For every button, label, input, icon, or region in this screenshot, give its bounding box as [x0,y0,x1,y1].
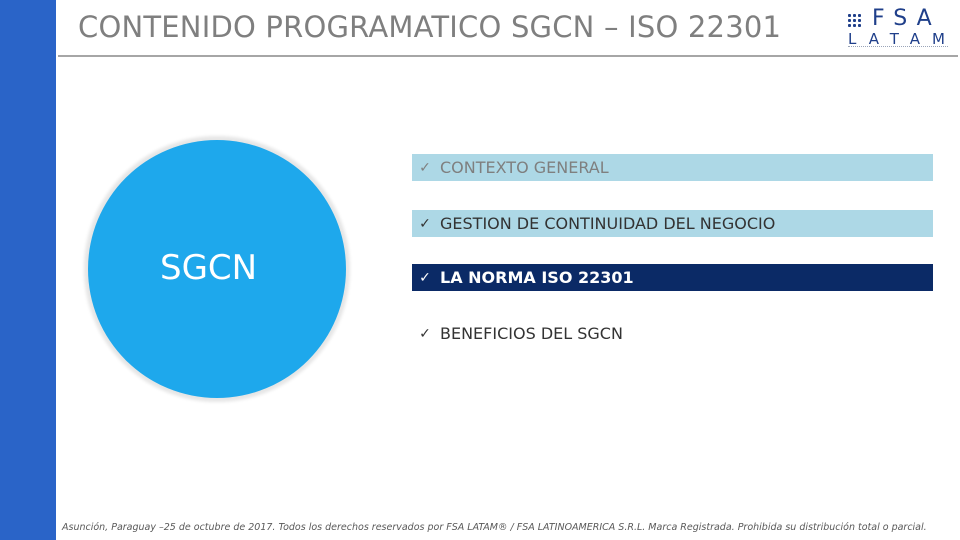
sgcn-circle-label: SGCN [160,248,258,288]
logo-brand: FSA [872,6,941,31]
check-icon: ✓ [419,269,431,286]
check-icon: ✓ [419,159,431,176]
title-divider [58,55,958,57]
left-accent-bar [0,0,56,540]
fsa-latam-logo: FSA LATAM [842,6,952,52]
agenda-item-label: LA NORMA ISO 22301 [440,268,634,287]
footer-copyright: Asunción, Paraguay –25 de octubre de 201… [62,522,927,533]
agenda-item-beneficios: ✓ BENEFICIOS DEL SGCN [412,320,933,347]
agenda-item-gestion-continuidad: ✓ GESTION DE CONTINUIDAD DEL NEGOCIO [412,210,933,237]
agenda-item-norma-iso: ✓ LA NORMA ISO 22301 [412,264,933,291]
agenda-item-label: BENEFICIOS DEL SGCN [440,324,623,343]
sgcn-circle [88,140,346,398]
check-icon: ✓ [419,215,431,232]
check-icon: ✓ [419,325,431,342]
logo-tagline-line [848,46,948,50]
agenda-item-contexto-general: ✓ CONTEXTO GENERAL [412,154,933,181]
logo-sub: LATAM [848,30,957,48]
agenda-item-label: CONTEXTO GENERAL [440,158,609,177]
page-title: CONTENIDO PROGRAMATICO SGCN – ISO 22301 [78,10,782,44]
logo-dots-icon [848,14,868,30]
agenda-item-label: GESTION DE CONTINUIDAD DEL NEGOCIO [440,214,776,233]
